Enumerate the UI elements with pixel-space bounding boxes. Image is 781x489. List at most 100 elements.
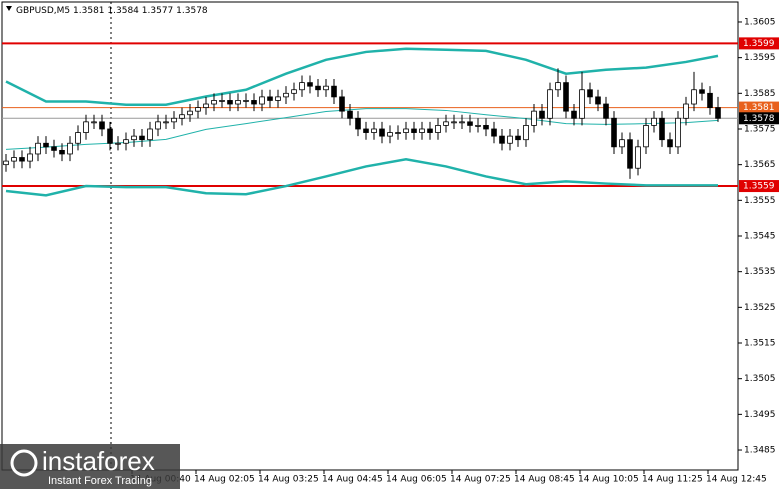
x-tick-label: 14 Aug 04:45 — [322, 475, 383, 485]
candle-body — [59, 149, 65, 155]
candle-body — [595, 96, 601, 105]
y-tick-label: 1.3545 — [744, 232, 776, 242]
candle-body — [131, 135, 137, 141]
candle-body — [555, 82, 561, 91]
candle-body — [571, 110, 577, 119]
y-tick-label: 1.3535 — [744, 267, 776, 277]
title-icon — [6, 6, 12, 11]
candle-body — [283, 92, 289, 98]
y-tick-label: 1.3585 — [744, 89, 776, 99]
y-tick-label: 1.3605 — [744, 17, 776, 27]
candle-body — [91, 121, 97, 124]
candle-body — [387, 132, 393, 137]
candle-body — [627, 139, 633, 169]
candle-body — [643, 125, 649, 148]
candle-body — [691, 89, 697, 105]
y-tick-label: 1.3575 — [744, 124, 776, 134]
candle-body — [651, 117, 657, 126]
candle-body — [211, 100, 217, 105]
candle-body — [659, 117, 665, 141]
candle-body — [275, 96, 281, 101]
candle-body — [395, 132, 401, 134]
candle-body — [587, 89, 593, 98]
x-tick-label: 14 Aug 03:25 — [258, 475, 319, 485]
candle-body — [611, 117, 617, 148]
candle-body — [435, 125, 441, 133]
candle-body — [43, 142, 49, 148]
candle-body — [459, 121, 465, 124]
candle-body — [563, 82, 569, 112]
x-tick-label: 14 Aug 10:05 — [578, 475, 639, 485]
candle-body — [19, 157, 25, 162]
candle-body — [83, 121, 89, 133]
candle-body — [635, 146, 641, 169]
plot-frame — [1, 1, 739, 471]
candle-body — [171, 117, 177, 123]
candle-body — [363, 128, 369, 133]
level-label-box — [739, 101, 779, 114]
watermark: instaforex Instant Forex Trading — [0, 444, 180, 489]
candle-body — [315, 85, 321, 91]
candle-body — [339, 96, 345, 112]
candle-body — [443, 121, 449, 126]
candle-body — [27, 153, 33, 162]
candle-body — [411, 128, 417, 133]
candle-body — [419, 128, 425, 133]
candle-body — [11, 157, 17, 162]
candle-body — [51, 146, 57, 151]
level-label-box — [739, 112, 779, 125]
candle-body — [715, 107, 721, 119]
candle-body — [139, 135, 145, 141]
candle-body — [227, 100, 233, 105]
candle-body — [547, 89, 553, 119]
candle-body — [203, 103, 209, 108]
y-tick-label: 1.3595 — [744, 53, 776, 63]
candle-body — [123, 139, 129, 144]
candle-body — [147, 128, 153, 141]
candle-body — [155, 121, 161, 130]
candle-body — [491, 128, 497, 137]
candle-body — [523, 125, 529, 141]
candle-body — [427, 128, 433, 133]
x-tick-label: 14 Aug 08:45 — [514, 475, 575, 485]
candle-body — [515, 135, 521, 141]
candle-body — [579, 89, 585, 119]
watermark-name: instaforex — [42, 446, 155, 476]
candle-body — [403, 128, 409, 133]
candle-body — [299, 82, 305, 91]
candle-body — [531, 110, 537, 126]
candle-body — [683, 103, 689, 119]
y-tick-label: 1.3565 — [744, 160, 776, 170]
candle-body — [539, 110, 545, 119]
candle-body — [347, 110, 353, 119]
candle-body — [707, 92, 713, 108]
candle-body — [379, 128, 385, 137]
candle-body — [467, 121, 473, 126]
candle-body — [267, 96, 273, 101]
candle-body — [331, 85, 337, 98]
candle-body — [371, 128, 377, 133]
y-tick-label: 1.3525 — [744, 303, 776, 313]
candle-body — [291, 89, 297, 94]
watermark-tagline: Instant Forex Trading — [48, 475, 152, 487]
candle-body — [243, 100, 249, 102]
candle-body — [219, 100, 225, 102]
candle-body — [307, 82, 313, 87]
level-label: 1.3599 — [743, 39, 775, 49]
candle-body — [603, 103, 609, 119]
candle-body — [235, 100, 241, 105]
candle-body — [507, 135, 513, 144]
candle-body — [187, 110, 193, 116]
candle-body — [451, 121, 457, 124]
level-label: 1.3581 — [743, 103, 775, 113]
candle-body — [619, 139, 625, 148]
candle-body — [323, 85, 329, 91]
candle-body — [475, 125, 481, 127]
candle-body — [115, 142, 121, 145]
y-tick-label: 1.3495 — [744, 410, 776, 420]
candle-body — [675, 117, 681, 148]
candle-body — [355, 117, 361, 130]
candle-body — [483, 125, 489, 130]
x-tick-label: 14 Aug 12:45 — [706, 475, 767, 485]
